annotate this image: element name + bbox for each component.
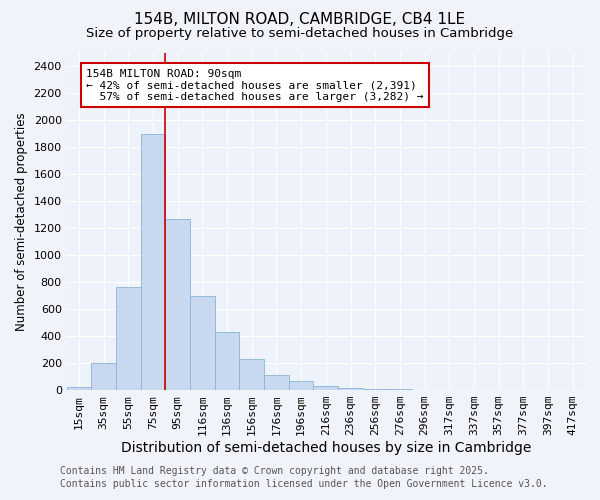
Bar — [289, 382, 313, 390]
X-axis label: Distribution of semi-detached houses by size in Cambridge: Distribution of semi-detached houses by … — [121, 441, 531, 455]
Bar — [338, 388, 363, 390]
Bar — [190, 296, 215, 390]
Y-axis label: Number of semi-detached properties: Number of semi-detached properties — [15, 112, 28, 330]
Text: 154B, MILTON ROAD, CAMBRIDGE, CB4 1LE: 154B, MILTON ROAD, CAMBRIDGE, CB4 1LE — [134, 12, 466, 28]
Bar — [91, 363, 116, 390]
Bar — [116, 288, 141, 390]
Bar — [67, 386, 91, 390]
Text: Size of property relative to semi-detached houses in Cambridge: Size of property relative to semi-detach… — [86, 28, 514, 40]
Bar — [141, 134, 166, 390]
Text: 154B MILTON ROAD: 90sqm
← 42% of semi-detached houses are smaller (2,391)
  57% : 154B MILTON ROAD: 90sqm ← 42% of semi-de… — [86, 68, 424, 102]
Bar — [363, 388, 388, 390]
Bar — [313, 386, 338, 390]
Bar — [215, 332, 239, 390]
Bar — [166, 218, 190, 390]
Bar — [264, 375, 289, 390]
Text: Contains HM Land Registry data © Crown copyright and database right 2025.
Contai: Contains HM Land Registry data © Crown c… — [60, 466, 548, 489]
Bar — [239, 359, 264, 390]
